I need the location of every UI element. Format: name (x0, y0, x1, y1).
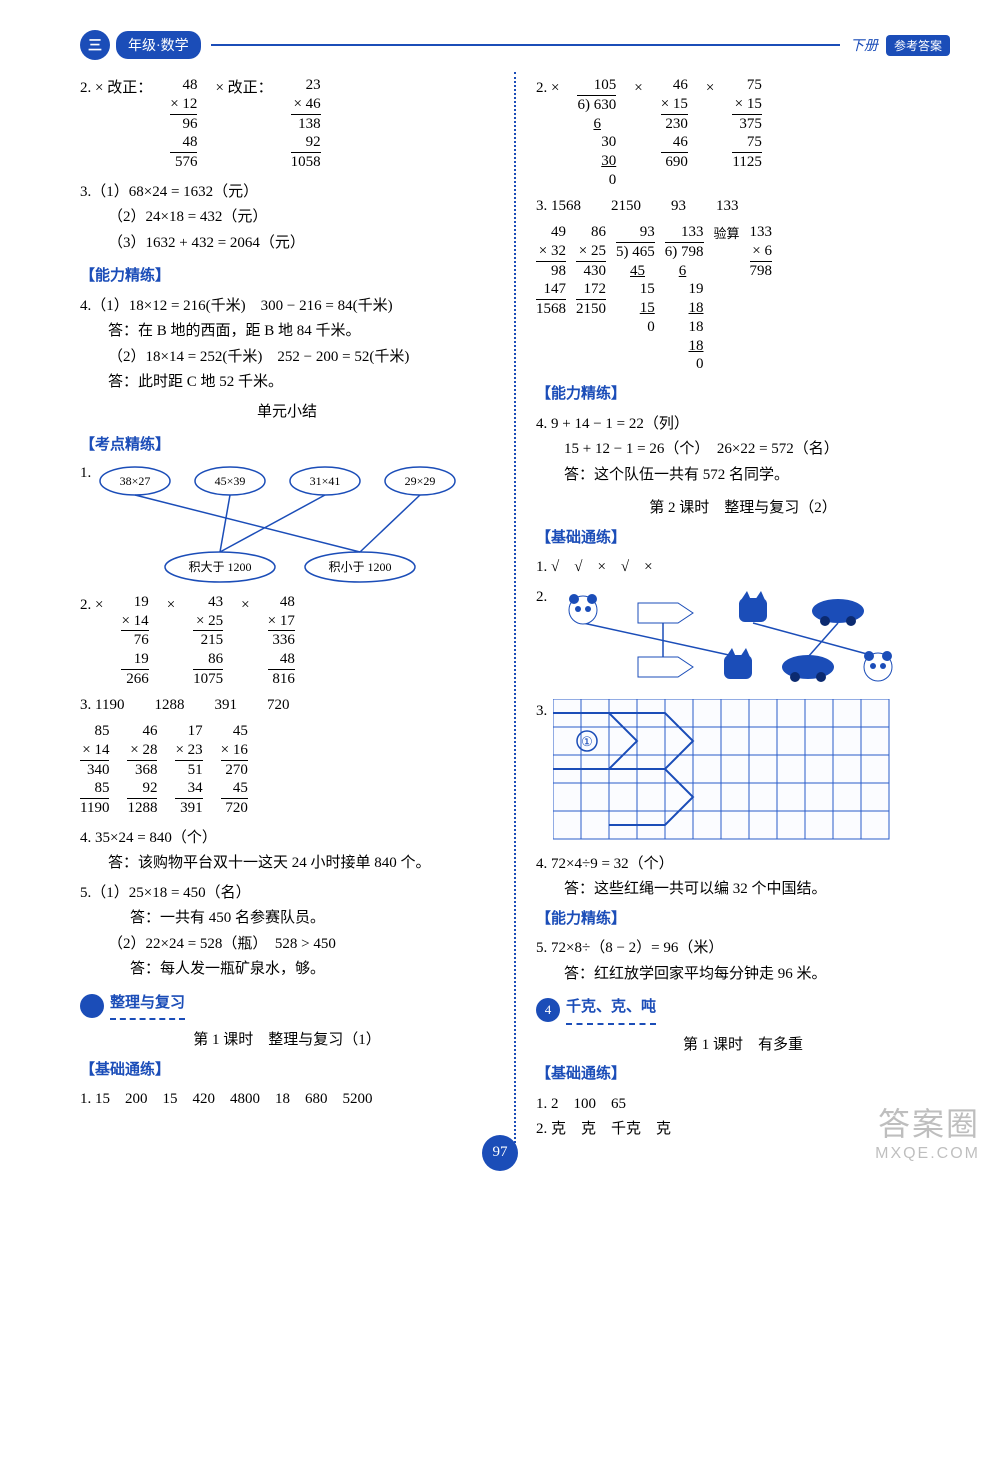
q3b-row: 3. 1190 1288 391 720 (80, 693, 494, 719)
calc-mul3: 49× 32 98147 1568 (536, 223, 566, 319)
calc-r2b: 43× 25 21586 1075 (193, 593, 223, 689)
diagram-matching: 1. (80, 459, 494, 589)
div-465-5: 93 5) 465 45 15 15 0 (616, 223, 655, 337)
q1-marks: 1. √ √ × √ × (536, 555, 950, 581)
car-icon (782, 655, 834, 682)
watermark-line2: MXQE.COM (875, 1145, 980, 1163)
unit-summary: 单元小结 (80, 400, 494, 426)
answer-badge: 参考答案 (886, 35, 950, 56)
oval-bottom-0: 积大于 1200 (188, 560, 251, 574)
q5r-2: 答：红红放学回家平均每分钟走 96 米。 (564, 962, 950, 988)
div-798-6: 133 6) 798 6 19 18 18 18 0 (665, 223, 704, 374)
oval-top-2: 31×41 (310, 474, 341, 488)
calc-r3a: 85× 14 34085 1190 (80, 722, 109, 818)
watermark-line1: 答案圈 (875, 1099, 980, 1145)
q4-2b: 答：此时距 C 地 52 千米。 (108, 370, 494, 396)
header-line (211, 44, 840, 46)
q5-2b: 答：每人发一瓶矿泉水，够。 (130, 957, 494, 983)
q5r-1: 5. 72×8÷（8 − 2）= 96（米） (536, 936, 950, 962)
calc-r3b: 46× 28 36892 1288 (127, 722, 157, 818)
oval-top-3: 29×29 (405, 474, 436, 488)
q4r-1: 4. 9 + 14 − 1 = 22（列） (536, 412, 950, 438)
cat-icon (739, 591, 767, 622)
grid-diagram: ① (553, 699, 893, 844)
right-column: 2. × 105 6) 630 6 30 30 0 × 46× 15 23046… (536, 72, 950, 1143)
chapter-title: 千克、克、吨 (566, 995, 656, 1025)
q3r: 3. 1568 2150 93 133 (536, 194, 950, 220)
calc-r3d: 45× 16 27045 720 (221, 722, 248, 818)
q5-1b: 答：一共有 450 名参赛队员。 (130, 906, 494, 932)
q4b-1: 4. 35×24 = 840（个） (80, 826, 494, 852)
car-icon (812, 599, 864, 626)
q4b-2: 答：该购物平台双十一这天 24 小时接单 840 个。 (108, 851, 494, 877)
arrow-icon (638, 657, 693, 677)
arrow-icon (638, 603, 693, 623)
calc-2b: 23 × 46 138 92 1058 (291, 76, 321, 172)
review-subtitle: 第 1 课时 整理与复习（1） (80, 1028, 494, 1054)
oval-top-0: 38×27 (120, 474, 151, 488)
q1-row: 1. 15 200 15 420 4800 18 680 5200 (80, 1087, 494, 1113)
q3-grid-label: 3. (536, 699, 547, 725)
oval-bottom-1: 积小于 1200 (328, 560, 391, 574)
q3-2: （2）24×18 = 432（元） (108, 205, 494, 231)
div-105-6: 105 6) 630 6 30 30 0 (577, 76, 616, 190)
volume-text: 下册 (850, 35, 878, 55)
left-column: 2. × 改正： 48 × 12 96 48 576 × 改正： 23 × 46… (80, 72, 494, 1143)
icon-matching-diagram (553, 585, 923, 695)
oval-top-1: 45×39 (215, 474, 246, 488)
q2-prefix: 2. × 改正： (80, 76, 152, 102)
q4r-2: 15 + 12 − 1 = 26（个） 26×22 = 572（名） (564, 437, 950, 463)
calc-r3c: 17× 23 5134 391 (175, 722, 202, 818)
exam-label: 【考点精练】 (80, 433, 494, 459)
q2b-prefix: 2. × (80, 593, 103, 619)
ability-label-left: 【能力精练】 (80, 264, 494, 290)
q2r-prefix: 2. × (536, 76, 559, 102)
q4-2a: （2）18×14 = 252(千米) 252 − 200 = 52(千米) (108, 345, 494, 371)
q2-icon-label: 2. (536, 585, 547, 611)
q5-1a: 5.（1）25×18 = 450（名） (80, 881, 494, 907)
ability-label-right: 【能力精练】 (536, 382, 950, 408)
ability2-label: 【能力精练】 (536, 907, 950, 933)
q4r2-2: 答：这些红绳一共可以编 32 个中国结。 (564, 877, 950, 903)
calc-mul4: 86× 25 430172 2150 (576, 223, 606, 319)
basic-label-left: 【基础通练】 (80, 1058, 494, 1084)
lesson1b-title: 第 1 课时 有多重 (536, 1033, 950, 1059)
review-title: 整理与复习 (110, 991, 185, 1021)
calc-r2c: 48× 17 33648 816 (268, 593, 295, 689)
basic2-label: 【基础通练】 (536, 1062, 950, 1088)
q4r-3: 答：这个队伍一共有 572 名同学。 (564, 463, 950, 489)
page-header: 三 年级·数学 下册 参考答案 (80, 30, 950, 60)
grade-circle: 三 (80, 30, 110, 60)
calc-mul1: 46× 15 23046 690 (661, 76, 688, 172)
calc-mul2: 75× 15 37575 1125 (732, 76, 761, 172)
q2-mid: × 改正： (215, 76, 272, 102)
q4-1a: 4.（1）18×12 = 216(千米) 300 − 216 = 84(千米) (80, 294, 494, 320)
q5-2a: （2）22×24 = 528（瓶） 528 > 450 (108, 932, 494, 958)
basic-label-right: 【基础通练】 (536, 526, 950, 552)
panda-icon (864, 651, 892, 681)
q4-1b: 答：在 B 地的西面，距 B 地 84 千米。 (108, 319, 494, 345)
cat-icon (724, 648, 752, 679)
calc-verify: 133× 6 798 (750, 223, 773, 280)
grade-text: 年级·数学 (116, 31, 201, 59)
calc-r2a: 19× 14 7619 266 (121, 593, 148, 689)
column-divider (514, 72, 516, 1143)
chapter-number-icon: 4 (536, 998, 560, 1022)
q1-label: 1. (80, 465, 91, 481)
verify-label: 验算 (714, 223, 740, 245)
panda-icon (569, 594, 597, 624)
page-number: 97 (482, 1135, 518, 1171)
calc-2a: 48 × 12 96 48 576 (170, 76, 197, 172)
review-heading: 整理与复习 (80, 991, 494, 1021)
svg-text:①: ① (581, 734, 593, 749)
q3-1: 3.（1）68×24 = 1632（元） (80, 180, 494, 206)
q3-3: （3）1632 + 432 = 2064（元） (108, 231, 494, 257)
lesson2-title: 第 2 课时 整理与复习（2） (536, 496, 950, 522)
q4r2-1: 4. 72×4÷9 = 32（个） (536, 852, 950, 878)
watermark: 答案圈 MXQE.COM (875, 1099, 980, 1163)
review-circle-icon (80, 994, 104, 1018)
chapter-heading: 4 千克、克、吨 (536, 995, 950, 1025)
